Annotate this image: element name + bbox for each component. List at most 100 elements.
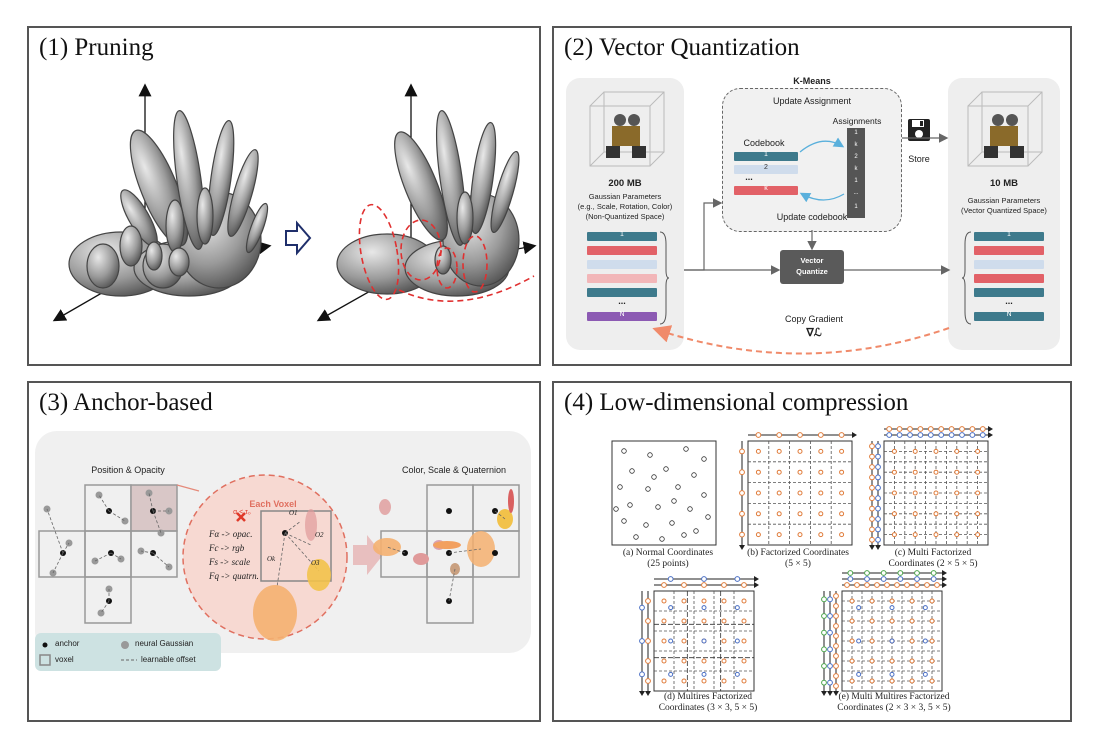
multi-factorized-y2-point <box>869 516 875 522</box>
multi-multires-y2-point <box>827 646 833 653</box>
multires-x1-point <box>721 582 727 588</box>
multi-factorized-y1-point <box>875 453 881 460</box>
caption-a-line1: (a) Normal Coordinates <box>622 548 714 558</box>
formula-rgb: Fc -> rgb <box>209 543 245 553</box>
left-desc-line3: (Non-Quantized Space) <box>585 212 665 221</box>
multires-node <box>741 678 747 684</box>
multi-multires-y3-point <box>821 663 827 669</box>
panel-title-pruning: (1) Pruning <box>39 34 154 61</box>
multi-multires-x1-point <box>924 582 930 588</box>
multires-x1-point <box>701 582 707 588</box>
multi-multires-y1-point <box>833 663 839 669</box>
factorized-node <box>755 532 761 538</box>
multi-factorized-x2-point <box>938 426 945 432</box>
multires-x2-arrowhead <box>754 576 759 582</box>
factorized-node <box>797 511 803 517</box>
robot-cube-icon-right <box>967 91 1043 167</box>
voxel-legend-icon <box>39 654 51 666</box>
multi-factorized-x2-point <box>886 426 893 432</box>
multi-multires-node <box>889 618 895 624</box>
normal-coordinate-point <box>681 532 687 538</box>
caption-b-line1: (b) Factorized Coordinates <box>747 548 849 558</box>
factorized-y-point <box>739 510 745 517</box>
multires-node <box>701 598 707 604</box>
multires-x1-point <box>681 582 687 588</box>
multi-factorized-x2-point <box>927 426 934 432</box>
multi-factorized-x2-point <box>896 426 903 432</box>
left-list-brace <box>659 231 670 325</box>
multi-factorized-x2-arrowhead <box>988 426 993 432</box>
alpha-condition-label: α < τ₀ <box>233 509 251 516</box>
panel-anchor-based: (3) Anchor-based Position & Opacity Colo… <box>27 381 541 722</box>
right-desc-line2: (Vector Quantized Space) <box>961 206 1047 215</box>
factorized-x-point <box>817 432 824 438</box>
factorized-node <box>776 490 782 496</box>
factorized-node <box>839 490 845 496</box>
voxel-zoom-circle <box>182 474 348 640</box>
factorized-node <box>797 469 803 475</box>
multi-multires-x3-point <box>880 570 887 576</box>
multi-factorized-node <box>954 532 960 538</box>
multires-coarse-node <box>668 605 674 611</box>
multires-y2-point <box>639 604 645 611</box>
multires-coarse-node <box>668 671 674 677</box>
multires-x1-point <box>661 582 667 588</box>
multires-node <box>701 678 707 684</box>
multi-factorized-node <box>933 532 939 538</box>
factorized-y-point <box>739 448 745 455</box>
multi-multires-x1-point <box>914 582 920 588</box>
factorized-y-arrowhead <box>739 545 745 550</box>
multi-factorized-x2-point <box>979 426 986 432</box>
multires-coarse-node <box>734 638 740 644</box>
multi-factorized-node <box>891 511 897 517</box>
multi-multires-x1-point <box>844 582 850 588</box>
factorized-node <box>797 448 803 454</box>
multi-multires-x1-point <box>884 582 890 588</box>
multires-coarse-node <box>668 638 674 644</box>
left-param-1: 1 <box>587 231 657 241</box>
factorized-x-arrowhead <box>852 432 857 438</box>
multi-factorized-node <box>954 469 960 475</box>
multi-factorized-node <box>954 448 960 454</box>
multires-coarse-node <box>701 671 707 677</box>
left-param-4 <box>587 274 657 283</box>
multi-multires-node <box>849 638 855 644</box>
multi-factorized-node <box>975 511 981 517</box>
multi-multires-y2-point <box>827 663 833 669</box>
gaussian-cluster-original <box>68 110 269 297</box>
panel-title-anchor: (3) Anchor-based <box>39 389 213 416</box>
multires-node <box>741 658 747 664</box>
normal-coordinate-point <box>613 506 619 512</box>
multires-x1-point <box>741 582 747 588</box>
multi-multires-x1-point <box>864 582 870 588</box>
codebook-entry-1: 1 <box>734 151 798 161</box>
caption-c-line1: (c) Multi Factorized <box>894 548 972 558</box>
multi-factorized-node <box>912 448 918 454</box>
factorized-node <box>776 448 782 454</box>
multi-multires-x2-point <box>864 576 870 582</box>
multires-y1-point <box>645 638 651 644</box>
normal-coordinate-point <box>663 466 669 472</box>
normal-coordinate-point <box>647 452 653 458</box>
multi-multires-x1-point <box>854 582 860 588</box>
multi-multires-x1-point <box>874 582 880 588</box>
normal-coordinate-point <box>669 520 675 526</box>
multires-y1-point <box>645 678 651 684</box>
right-param-n: N <box>974 311 1044 321</box>
factorized-node <box>776 469 782 475</box>
multi-multires-y2-point <box>827 629 833 636</box>
multires-node <box>681 598 687 604</box>
legend-voxel-label: voxel <box>55 655 74 664</box>
multi-multires-x3-point <box>930 570 937 576</box>
legend-box <box>35 633 221 671</box>
normal-coordinate-point <box>659 536 665 542</box>
legend-neural-gaussian-label: neural Gaussian <box>135 639 194 648</box>
normal-coordinate-point <box>687 506 693 512</box>
normal-coordinate-point <box>693 528 699 534</box>
multi-multires-x2-point <box>880 576 887 582</box>
assignment-value: k <box>854 142 858 148</box>
multi-factorized-node <box>975 532 981 538</box>
multi-factorized-x2-point <box>917 426 924 432</box>
vq-box-line2: Quantize <box>796 267 828 276</box>
multi-factorized-y2-point <box>869 526 875 533</box>
